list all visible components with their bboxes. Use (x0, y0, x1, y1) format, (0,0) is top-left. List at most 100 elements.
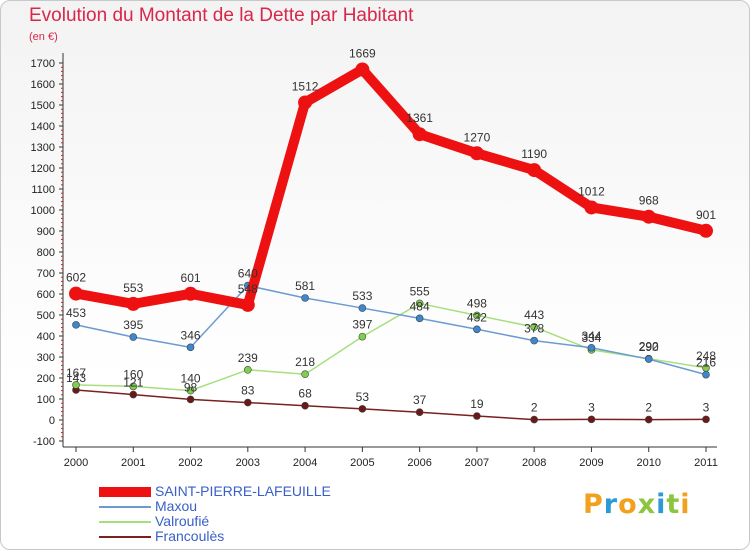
y-tick-label: 1500 (31, 100, 55, 112)
data-label: 3 (703, 400, 710, 414)
logo-letter: o (618, 489, 638, 520)
data-point (644, 415, 653, 424)
legend-swatch-francoules (99, 536, 151, 538)
data-label: 601 (181, 271, 201, 285)
data-point (530, 415, 538, 424)
x-tick-label: 2007 (465, 457, 489, 469)
data-point (240, 297, 255, 312)
y-tick-label: 100 (37, 394, 55, 406)
logo-letter: t (666, 489, 681, 520)
data-label: 443 (524, 308, 544, 322)
x-tick-label: 2005 (350, 457, 374, 469)
data-point (415, 299, 424, 308)
y-tick-label: 600 (37, 289, 55, 301)
data-label: 98 (184, 380, 198, 394)
data-label: 640 (238, 267, 258, 281)
data-point (415, 314, 424, 323)
data-point (584, 200, 599, 215)
y-tick-label: 800 (37, 247, 55, 259)
data-label: 19 (470, 397, 484, 411)
data-point (69, 286, 83, 301)
data-label: 160 (123, 367, 143, 381)
x-tick-label: 2006 (407, 457, 431, 469)
series-line-0 (71, 64, 711, 310)
series-line-1 (75, 284, 707, 376)
data-label: 968 (639, 194, 659, 208)
data-label: 239 (238, 351, 258, 365)
logo-letter: x (637, 489, 657, 520)
data-label: 1012 (578, 184, 605, 198)
data-point (699, 223, 713, 238)
data-point (587, 343, 596, 352)
data-point (129, 382, 138, 391)
x-tick-label: 2002 (178, 457, 202, 469)
data-label: 121 (123, 376, 143, 390)
data-label: 344 (581, 329, 601, 343)
y-tick-label: 900 (37, 226, 55, 238)
x-tick-label: 2010 (636, 457, 660, 469)
y-tick-label: 0 (49, 415, 55, 427)
legend-swatch-maxou (99, 506, 151, 508)
data-label: 346 (181, 328, 201, 342)
data-label: 1669 (349, 47, 376, 61)
data-point (301, 401, 309, 410)
data-point (358, 304, 367, 312)
data-label: 2 (645, 401, 652, 415)
data-point (186, 386, 195, 395)
proxiti-logo: Proxiti (583, 489, 691, 520)
data-label: 395 (123, 318, 143, 332)
y-tick-label: 500 (37, 310, 55, 322)
legend-label: SAINT-PIERRE-LAFEUILLE (155, 483, 331, 499)
data-point (358, 405, 367, 413)
data-label: 218 (295, 355, 315, 369)
data-label: 1190 (521, 147, 547, 161)
data-label: 901 (696, 208, 716, 222)
legend-label: Valroufié (155, 513, 210, 529)
y-tick-label: 200 (37, 373, 55, 385)
data-point (129, 333, 138, 341)
data-label: 290 (639, 340, 659, 354)
data-label: 167 (66, 366, 86, 380)
data-label: 143 (66, 371, 86, 385)
y-tick-label: 1300 (31, 142, 55, 154)
data-point (473, 325, 481, 334)
data-point (358, 332, 367, 341)
data-label: 553 (123, 281, 143, 295)
series-line-2 (75, 302, 707, 392)
data-label: 2 (531, 401, 538, 415)
data-label: 555 (410, 284, 430, 298)
y-tick-label: 400 (37, 331, 55, 343)
logo-letter: i (680, 489, 691, 520)
data-point (530, 336, 538, 345)
data-label: 216 (696, 356, 716, 370)
data-point (702, 415, 710, 424)
y-tick-label: 1100 (31, 184, 55, 196)
legend-swatch-valroufie (99, 521, 151, 523)
chart-title: Evolution du Montant de la Dette par Hab… (29, 5, 414, 26)
data-label: 378 (524, 322, 544, 336)
y-tick-label: 1700 (31, 58, 55, 70)
data-label: 498 (467, 296, 487, 310)
data-point (298, 95, 313, 110)
data-point (244, 366, 252, 374)
data-point (415, 408, 424, 417)
data-label: 140 (181, 372, 201, 386)
y-tick-label: 1000 (31, 205, 55, 217)
data-point (587, 415, 596, 424)
data-label: 484 (410, 299, 430, 313)
legend-label: Francoulès (155, 528, 225, 544)
data-point (126, 296, 141, 311)
data-point (129, 390, 138, 399)
data-label: 432 (467, 310, 487, 324)
x-tick-label: 2001 (121, 457, 145, 469)
data-label: 37 (413, 393, 427, 407)
data-point (72, 321, 80, 329)
x-tick-label: 2004 (293, 457, 317, 469)
data-point (301, 370, 309, 379)
data-label: 83 (241, 384, 255, 398)
data-point (641, 209, 656, 224)
x-tick-label: 2000 (64, 457, 88, 469)
data-point (644, 355, 653, 363)
